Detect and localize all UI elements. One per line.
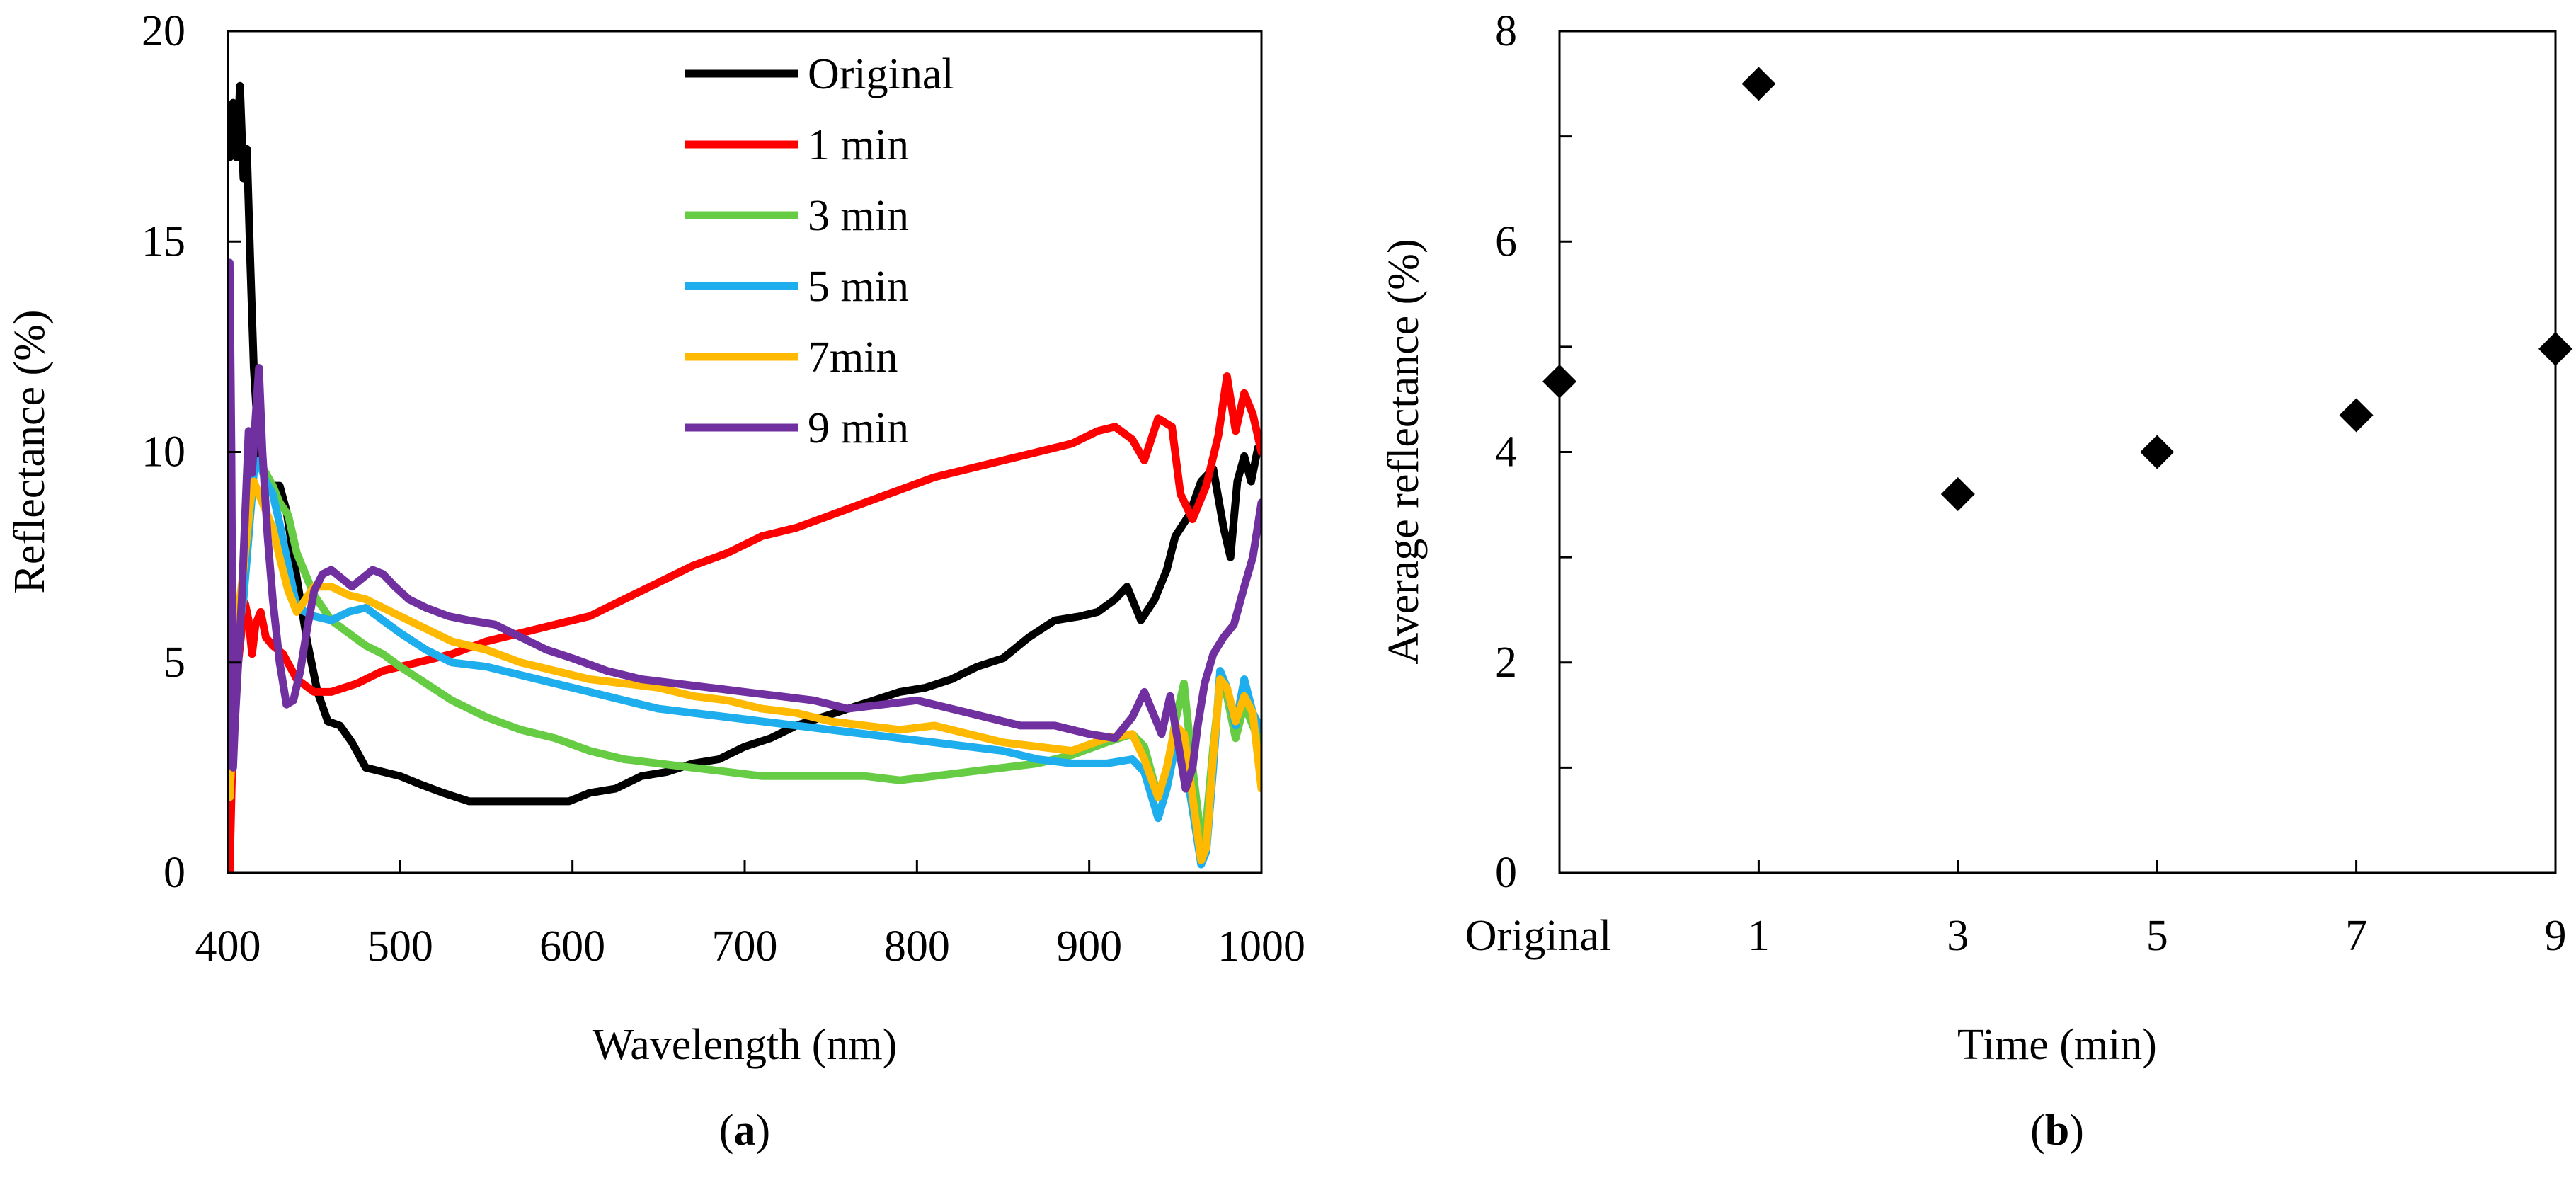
data-point-3 xyxy=(1940,476,1975,511)
legend-label-5-min: 5 min xyxy=(808,263,909,311)
panel-b-caption: (b) xyxy=(2030,1106,2084,1155)
series-line-1-min xyxy=(228,372,1261,873)
panel-a-x-tick-label: 900 xyxy=(1056,922,1122,971)
panel-b-x-tick-label: 7 xyxy=(2345,912,2367,960)
panel-a-series-group xyxy=(228,81,1261,873)
panel-a-label: a xyxy=(734,1106,756,1155)
panel-a-y-tick-label: 0 xyxy=(164,849,185,897)
data-point-9 xyxy=(2538,331,2572,366)
panel-b-x-tick-label: 5 xyxy=(2146,912,2168,960)
panel-a: 0 5 10 15 20 400 500 600 700 800 900 1000 Waveleng… xyxy=(6,7,1305,1155)
legend-label-original: Original xyxy=(808,50,954,98)
panel-a-x-tick-label: 600 xyxy=(539,922,605,971)
panel-a-x-tick-label: 500 xyxy=(367,922,433,971)
panel-b-y-tick-label: 6 xyxy=(1495,217,1517,265)
legend-label-7min: 7min xyxy=(808,333,898,382)
panel-a-y-tick-label: 20 xyxy=(142,7,185,55)
panel-a-x-tick-label: 700 xyxy=(712,922,778,971)
panel-a-y-tick-label: 5 xyxy=(164,639,185,687)
panel-b-x-tick-label: Original xyxy=(1465,912,1612,960)
legend-label-1-min: 1 min xyxy=(808,121,909,169)
panel-b-y-axis: 0 2 4 6 8 xyxy=(1495,7,1572,897)
panel-a-caption: (a) xyxy=(719,1106,770,1155)
panel-b-y-axis-title: Average reflectance (%) xyxy=(1380,239,1428,664)
panel-a-legend: Original 1 min 3 min 5 min 7min 9 min xyxy=(685,50,954,452)
panel-b-plot-frame xyxy=(1558,30,2557,874)
panel-a-x-tick-label: 400 xyxy=(195,922,261,971)
panel-a-x-axis: 400 500 600 700 800 900 1000 xyxy=(195,860,1305,971)
panel-a-y-tick-label: 15 xyxy=(142,217,185,265)
panel-b-y-tick-label: 0 xyxy=(1495,849,1517,897)
panel-b-label: b xyxy=(2045,1106,2069,1155)
panel-b-y-tick-label: 2 xyxy=(1495,639,1517,687)
panel-b-x-tick-label: 9 xyxy=(2545,912,2567,960)
series-line-9-min xyxy=(228,258,1261,793)
data-point-7 xyxy=(2339,398,2374,433)
series-line-5-min xyxy=(228,456,1261,869)
panel-b-y-tick-label: 4 xyxy=(1495,428,1517,476)
legend-label-3-min: 3 min xyxy=(808,192,909,240)
legend-label-9-min: 9 min xyxy=(808,404,909,452)
data-point-5 xyxy=(2140,435,2175,469)
data-point-1 xyxy=(1741,67,1776,101)
data-point-original xyxy=(1542,364,1576,399)
panel-b: 0 2 4 6 8 Original 1 3 5 7 9 Time (min) Average r… xyxy=(1380,7,2572,1155)
panel-a-y-tick-label: 10 xyxy=(142,428,185,476)
panel-b-x-tick-label: 1 xyxy=(1748,912,1770,960)
panel-b-x-tick-label: 3 xyxy=(1947,912,1969,960)
panel-a-y-axis: 0 5 10 15 20 xyxy=(142,7,241,897)
series-line-3-min xyxy=(228,456,1261,843)
panel-b-x-axis-title: Time (min) xyxy=(1957,1021,2157,1069)
panel-b-points-group xyxy=(1542,67,2572,511)
panel-a-x-tick-label: 800 xyxy=(884,922,950,971)
panel-a-y-axis-title: Reflectance (%) xyxy=(6,309,54,593)
panel-a-x-tick-label: 1000 xyxy=(1218,922,1305,971)
panel-a-x-axis-title: Wavelength (nm) xyxy=(593,1021,898,1069)
panel-b-x-axis: Original 1 3 5 7 9 xyxy=(1465,860,2567,960)
panel-b-y-tick-label: 8 xyxy=(1495,7,1517,55)
